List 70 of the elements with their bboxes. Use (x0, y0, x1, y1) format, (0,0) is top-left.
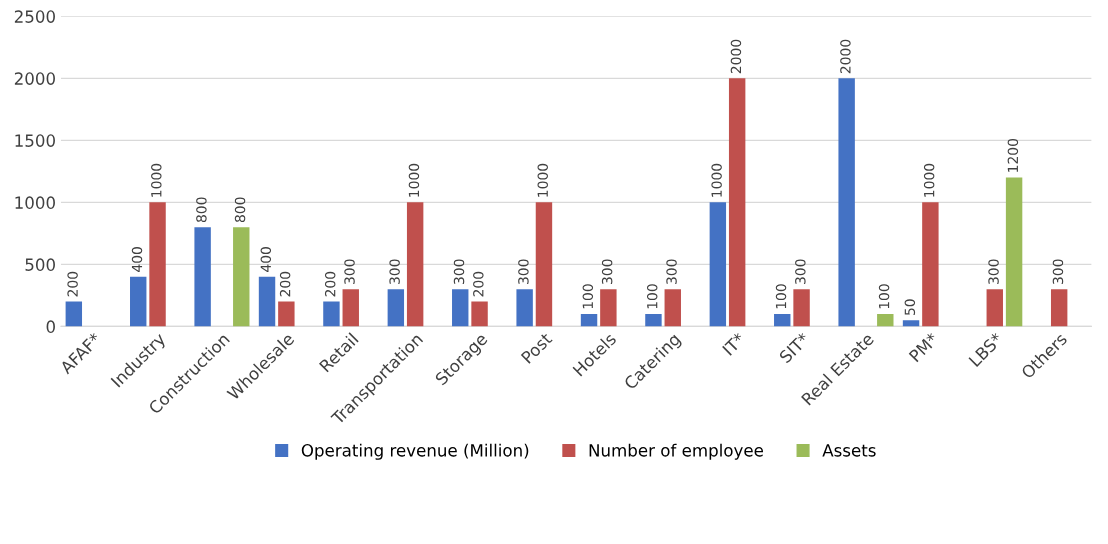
bar (233, 227, 250, 327)
data-label: 1000 (923, 163, 935, 197)
legend-label: Number of employee (589, 443, 763, 460)
data-label: 1000 (408, 163, 420, 197)
y-tick-label: 1000 (15, 196, 55, 209)
bar (65, 301, 83, 327)
bar (600, 289, 617, 327)
data-label: 200 (473, 271, 484, 297)
x-tick-label: IT* (721, 331, 746, 356)
data-label: 300 (988, 259, 999, 284)
bar (1005, 177, 1023, 327)
bar (471, 301, 488, 327)
data-label: 100 (878, 284, 890, 309)
y-tick-label: 2000 (14, 72, 55, 85)
data-label: 300 (1052, 259, 1064, 284)
data-label: 200 (324, 271, 336, 297)
data-label: 1000 (537, 163, 548, 197)
data-label: 1200 (1007, 138, 1019, 172)
bar (342, 289, 359, 327)
data-label: 2000 (840, 39, 851, 74)
data-label: 800 (196, 197, 207, 223)
y-tick-label: 2500 (14, 10, 55, 23)
bar (278, 301, 295, 327)
data-label: 300 (344, 259, 355, 284)
bar (986, 289, 1003, 327)
bar (535, 202, 553, 327)
data-label: 300 (453, 259, 465, 284)
bar (149, 202, 166, 327)
data-label: 400 (260, 247, 272, 272)
data-label: 100 (775, 284, 787, 309)
bar (194, 227, 211, 327)
bar (709, 202, 727, 327)
data-label: 100 (646, 284, 658, 309)
data-label: 50 (904, 299, 916, 315)
bar (258, 276, 276, 327)
data-label: 300 (601, 259, 613, 284)
legend-label: Operating revenue (Million) (301, 443, 529, 460)
bar (774, 314, 791, 327)
bar (452, 289, 469, 327)
y-tick-label: 500 (25, 258, 55, 271)
data-label: 1000 (151, 163, 162, 197)
data-label: 300 (518, 259, 529, 284)
bar (1050, 289, 1068, 327)
bar (793, 289, 810, 327)
bar (838, 78, 855, 327)
bar (323, 301, 340, 327)
data-label: 300 (795, 259, 806, 284)
bar (902, 320, 920, 327)
bar (580, 314, 598, 327)
bar (387, 289, 405, 327)
data-label: 100 (582, 284, 594, 309)
bar (877, 314, 894, 327)
data-label: 200 (279, 271, 291, 297)
bar (728, 78, 746, 327)
y-tick-label: 1500 (15, 134, 55, 147)
data-label: 300 (666, 259, 677, 284)
bar (645, 314, 662, 327)
bar (516, 289, 533, 327)
bar (130, 276, 147, 327)
data-label: 300 (389, 259, 400, 284)
data-label: 1000 (711, 163, 722, 197)
y-tick-label: 0 (46, 320, 55, 333)
bar (922, 202, 939, 327)
bar (406, 202, 424, 327)
data-label: 2000 (730, 39, 742, 74)
bar (664, 289, 681, 327)
data-label: 800 (234, 197, 246, 223)
legend-label: Assets (822, 444, 876, 457)
data-label: 200 (67, 271, 78, 297)
data-label: 400 (131, 247, 143, 272)
